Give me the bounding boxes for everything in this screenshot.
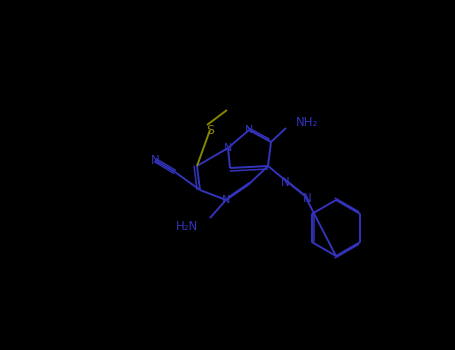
Text: N: N — [303, 191, 311, 204]
Text: N: N — [222, 195, 230, 205]
Text: N: N — [245, 125, 253, 135]
Text: N: N — [224, 143, 232, 153]
Text: NH₂: NH₂ — [296, 117, 318, 130]
Text: S: S — [206, 124, 214, 136]
Text: N: N — [151, 154, 159, 167]
Text: H₂N: H₂N — [176, 219, 198, 232]
Text: N: N — [281, 175, 289, 189]
